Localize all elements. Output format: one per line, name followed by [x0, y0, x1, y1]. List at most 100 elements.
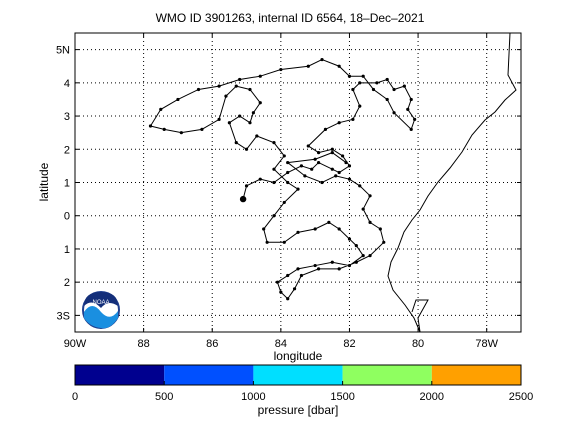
trajectory-point	[375, 81, 379, 85]
trajectory-point	[196, 87, 201, 92]
trajectory-point	[371, 87, 376, 92]
trajectory-point	[330, 260, 334, 264]
trajectory-point	[337, 170, 341, 175]
trajectory-point	[244, 184, 249, 188]
trajectory-point	[179, 131, 183, 135]
trajectory-point	[385, 77, 389, 82]
trajectory-point	[303, 174, 307, 178]
trajectory-point	[258, 101, 262, 105]
trajectory-point	[320, 180, 324, 185]
trajectory-point	[258, 74, 262, 78]
trajectory-point	[148, 124, 153, 128]
coastline	[387, 32, 517, 333]
trajectory-point	[282, 200, 286, 205]
trajectory-point	[327, 220, 331, 224]
trajectory-point	[299, 273, 304, 278]
trajectory-point	[402, 84, 406, 88]
colorbar-tick-label: 500	[155, 391, 173, 403]
trajectory	[148, 57, 417, 301]
colorbar-tick-label: 1000	[241, 391, 265, 403]
trajectory-point	[258, 177, 262, 181]
trajectory-point	[361, 74, 365, 78]
trajectory-point	[296, 187, 300, 191]
trajectory-point	[351, 87, 355, 92]
y-tick-label: 1	[64, 244, 70, 256]
trajectory-point	[358, 104, 362, 108]
trajectory-point	[368, 253, 372, 258]
y-tick-label: 4	[64, 78, 70, 90]
trajectory-point	[316, 151, 321, 155]
trajectory-point	[296, 230, 300, 234]
trajectory-point	[361, 207, 365, 211]
trajectory-point	[351, 117, 355, 121]
colorbar-segment	[75, 365, 165, 385]
trajectory-point	[313, 227, 317, 231]
trajectory-point	[320, 57, 324, 62]
trajectory-point	[310, 167, 314, 171]
colorbar-tick-label: 2500	[509, 391, 533, 403]
trajectory-point	[354, 244, 358, 248]
trajectory-point	[265, 240, 269, 244]
trajectory-point	[392, 87, 396, 92]
trajectory-point	[347, 263, 352, 268]
trajectory-point	[238, 77, 242, 82]
colorbar-frame	[74, 364, 522, 386]
trajectory-point	[255, 134, 259, 138]
trajectory-point	[406, 107, 410, 112]
trajectory-point	[385, 97, 389, 102]
trajectory-point	[330, 167, 334, 171]
trajectory-point	[347, 164, 352, 168]
trajectory-point	[316, 267, 321, 271]
x-tick-label: 90W	[64, 338, 87, 350]
trajectory-point	[347, 74, 352, 78]
trajectory-point	[286, 297, 290, 301]
trajectory-point	[296, 267, 300, 271]
trajectory-point	[347, 177, 352, 181]
x-axis-label: longitude	[274, 349, 323, 363]
trajectory-point	[313, 157, 317, 161]
x-tick-label: 88	[137, 338, 149, 350]
trajectory-point	[286, 170, 290, 175]
y-tick-label: 3S	[57, 310, 70, 322]
x-tick-label: 78W	[475, 338, 498, 350]
trajectory-point	[378, 227, 382, 231]
trajectory-point	[262, 227, 266, 231]
colorbar-segment	[342, 365, 432, 385]
plot-area: 90W 88 86 84 82 80 78W 5N 4 3 2 1 0 1 2 3S NOAA	[56, 32, 522, 350]
trajectory-point	[217, 117, 221, 121]
trajectory-point	[347, 237, 352, 241]
colorbar-tick-label: 1500	[330, 391, 354, 403]
trajectory-point	[330, 151, 334, 155]
trajectory-point	[159, 107, 163, 112]
y-axis-label: latitude	[37, 162, 51, 201]
trajectory-point	[248, 87, 252, 92]
colorbar-tick-label: 2000	[420, 391, 444, 403]
trajectory-point	[334, 174, 338, 178]
trajectory-point	[358, 184, 362, 188]
noaa-logo-text: NOAA	[92, 300, 109, 306]
y-axis-ticks: 5N 4 3 2 1 0 1 2 3S	[56, 45, 521, 322]
trajectory-point	[286, 160, 290, 165]
trajectory-point	[282, 240, 286, 244]
trajectory-point	[392, 111, 396, 115]
trajectory-point	[227, 121, 231, 125]
trajectory-point	[282, 154, 286, 158]
trajectory-point	[368, 220, 372, 224]
trajectory-point	[299, 164, 304, 168]
trajectory-point	[248, 121, 252, 125]
trajectory-point	[306, 64, 310, 68]
trajectory-point	[251, 111, 255, 115]
pressure-colorbar	[74, 364, 522, 386]
x-tick-label: 86	[206, 338, 218, 350]
trajectory-point	[330, 147, 334, 151]
chart-title: WMO ID 3901263, internal ID 6564, 18–Dec…	[156, 11, 425, 25]
trajectory-point	[354, 260, 358, 264]
y-tick-label: 2	[64, 277, 70, 289]
trajectory-point	[272, 214, 276, 218]
x-axis-ticks: 90W 88 86 84 82 80 78W	[64, 33, 499, 350]
trajectory-point	[244, 147, 249, 151]
trajectory-point	[279, 67, 283, 72]
trajectory-point	[272, 141, 276, 145]
trajectory-point	[286, 273, 290, 278]
